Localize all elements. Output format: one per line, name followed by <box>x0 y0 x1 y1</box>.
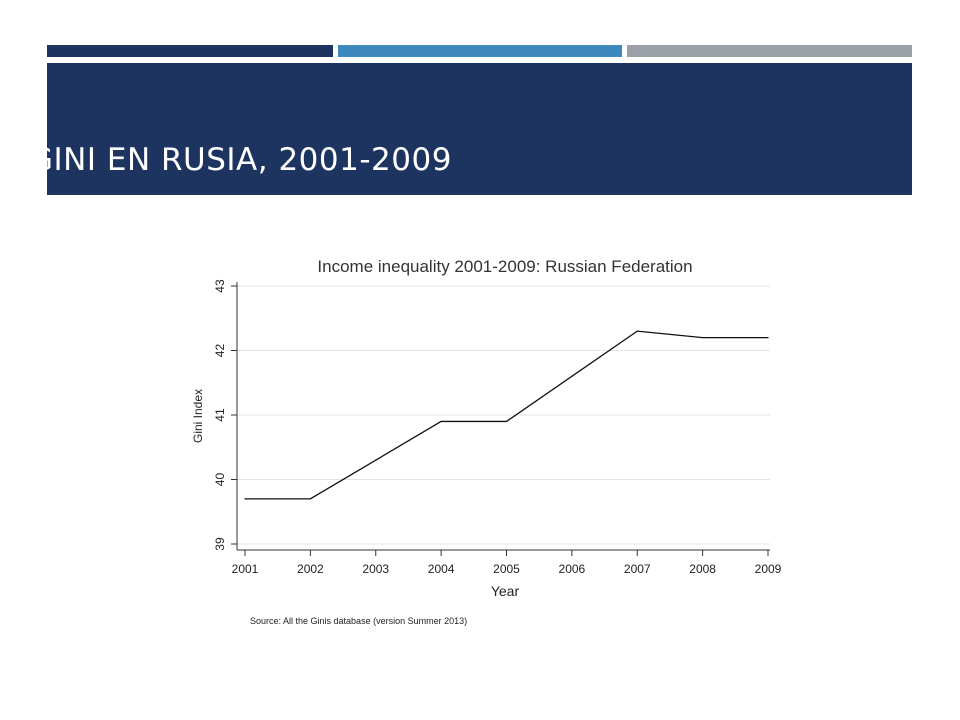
data-point <box>636 330 638 332</box>
data-point <box>440 420 442 423</box>
data-point <box>375 459 377 461</box>
y-ticks: 39 40 41 42 43 <box>213 279 237 551</box>
x-tick-label: 2008 <box>689 562 716 576</box>
slide-title: GINI EN RUSIA, 2001-2009 <box>29 142 452 178</box>
data-point <box>505 420 508 423</box>
series-layer <box>244 330 769 500</box>
y-tick-label: 42 <box>213 344 227 358</box>
x-tick-label: 2007 <box>624 562 651 576</box>
x-tick-label: 2004 <box>428 562 455 576</box>
navy-bar <box>47 45 333 57</box>
gray-bar <box>627 45 912 57</box>
x-tick-label: 2001 <box>232 562 259 576</box>
data-point <box>571 375 573 377</box>
data-point <box>702 337 704 339</box>
y-tick-label: 41 <box>213 408 227 422</box>
y-tick-label: 40 <box>213 473 227 487</box>
y-tick-label: 39 <box>213 537 227 551</box>
x-axis-label: Year <box>491 583 520 599</box>
data-point <box>244 498 246 500</box>
x-tick-label: 2003 <box>362 562 389 576</box>
chart: Income inequality 2001-2009: Russian Fed… <box>180 240 790 640</box>
x-tick-label: 2005 <box>493 562 520 576</box>
top-decorative-bars <box>47 45 912 57</box>
chart-title: Income inequality 2001-2009: Russian Fed… <box>317 257 692 276</box>
data-point <box>767 337 769 339</box>
chart-svg: Income inequality 2001-2009: Russian Fed… <box>191 257 782 626</box>
x-tick-label: 2006 <box>559 562 586 576</box>
x-tick-label: 2009 <box>755 562 782 576</box>
y-tick-label: 43 <box>213 279 227 293</box>
x-ticks: 2001 2002 2003 2004 2005 2006 2007 2008 2009 <box>232 550 782 576</box>
y-axis-label: Gini Index <box>191 389 205 443</box>
data-point <box>309 498 311 500</box>
chart-source: Source: All the Ginis database (version … <box>250 616 467 626</box>
blue-bar <box>338 45 622 57</box>
x-tick-label: 2002 <box>297 562 324 576</box>
title-band <box>47 63 912 195</box>
grid-lines <box>237 285 770 545</box>
